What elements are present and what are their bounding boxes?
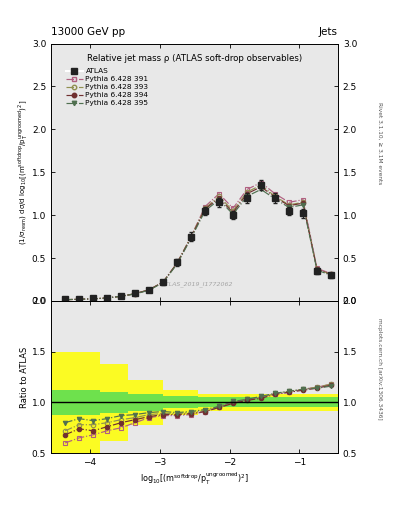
Legend: ATLAS, Pythia 6.428 391, Pythia 6.428 393, Pythia 6.428 394, Pythia 6.428 395: ATLAS, Pythia 6.428 391, Pythia 6.428 39… <box>63 65 152 109</box>
Text: Jets: Jets <box>319 27 338 37</box>
Text: ATLAS_2019_I1772062: ATLAS_2019_I1772062 <box>161 282 232 287</box>
Text: mcplots.cern.ch [arXiv:1306.3436]: mcplots.cern.ch [arXiv:1306.3436] <box>377 318 382 419</box>
Text: 13000 GeV pp: 13000 GeV pp <box>51 27 125 37</box>
Text: Rivet 3.1.10, ≥ 3.1M events: Rivet 3.1.10, ≥ 3.1M events <box>377 102 382 184</box>
Y-axis label: Ratio to ATLAS: Ratio to ATLAS <box>20 347 29 408</box>
X-axis label: log$_{10}$[(m$^{\mathrm{soft drop}}$/p$_{\mathrm{T}}^{\mathrm{ungroomed}}$)$^{2}: log$_{10}$[(m$^{\mathrm{soft drop}}$/p$_… <box>140 471 249 487</box>
Y-axis label: (1/σ$_{\mathrm{resm}}$) dσ/d log$_{10}$[(m$^{\mathrm{soft drop}}$/p$_{\mathrm{T}: (1/σ$_{\mathrm{resm}}$) dσ/d log$_{10}$[… <box>17 100 31 245</box>
Text: Relative jet mass ρ (ATLAS soft-drop observables): Relative jet mass ρ (ATLAS soft-drop obs… <box>87 54 302 63</box>
